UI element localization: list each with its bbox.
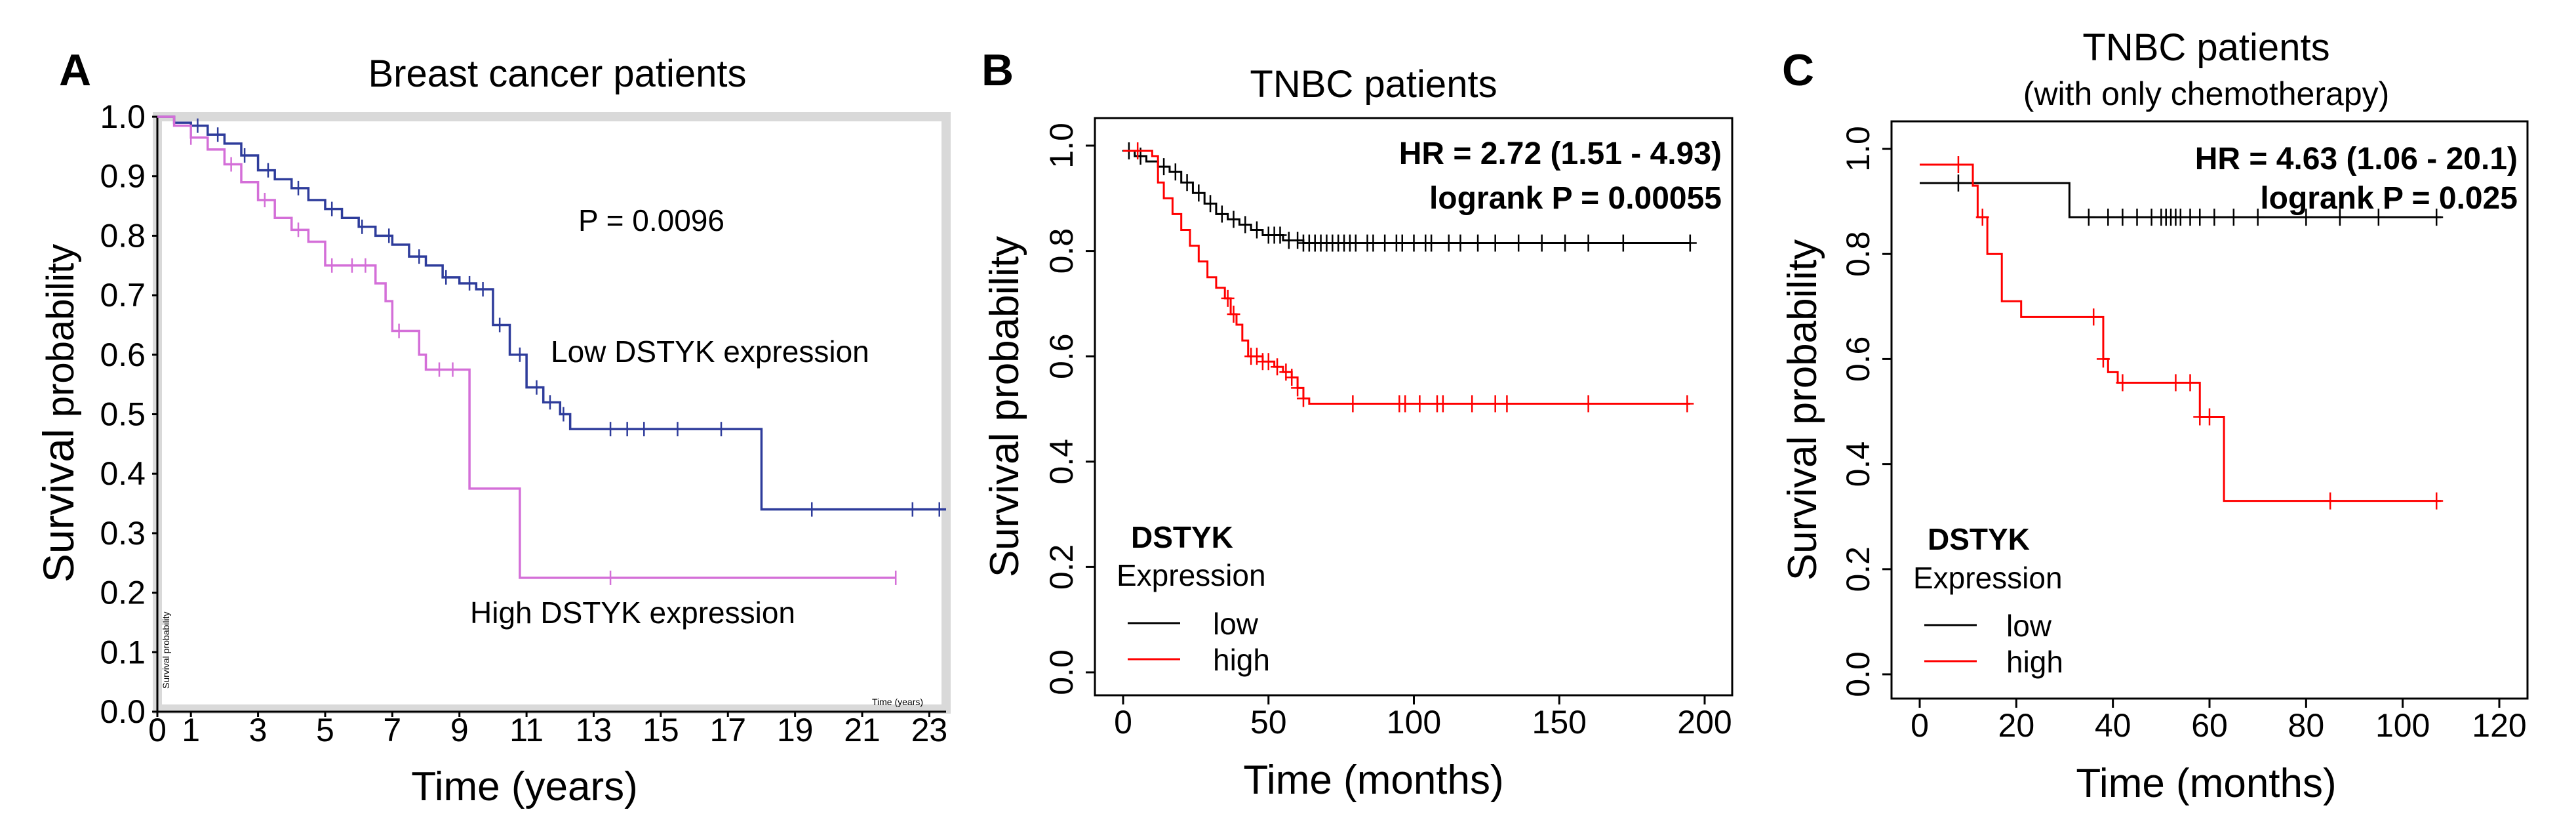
panel-a-y-label: Survival probability [34,244,83,582]
x-tick-label: 11 [509,712,544,748]
panel-c-legend: DSTYK Expression low high [1913,522,2063,679]
panel-a: A Breast cancer patients 0.0 0.1 0.2 0.3 0.4… [34,45,951,809]
panel-c-legend-subtitle: Expression [1913,561,2063,595]
panel-a-high-label: High DSTYK expression [470,596,795,630]
panel-c-subtitle: (with only chemotherapy) [2023,75,2390,112]
y-tick-label: 1.0 [1043,123,1080,169]
y-tick-label: 1.0 [1840,126,1876,172]
y-tick-label: 0.2 [100,575,146,611]
panel-c-hr: HR = 4.63 (1.06 - 20.1) [2195,142,2518,176]
panel-a-y-ticks: 0.0 0.1 0.2 0.3 0.4 0.5 0.6 0.7 0.8 0.9 1.0 [100,98,157,730]
y-tick-label: 0.4 [1840,441,1876,487]
x-tick-label: 0 [148,712,167,748]
x-tick-label: 20 [1998,707,2035,744]
panel-b-hr: HR = 2.72 (1.51 - 4.93) [1399,136,1722,171]
y-tick-label: 0.1 [100,634,146,670]
panel-c-legend-title: DSTYK [1928,522,2030,556]
x-tick-label: 100 [1387,704,1441,741]
panel-b-letter: B [981,45,1014,95]
panel-a-letter: A [59,45,91,95]
y-tick-label: 0.6 [1840,336,1876,382]
y-tick-label: 0.0 [100,693,146,730]
panel-a-inner-y-label: Survival probability [161,612,171,689]
panel-b-y-label: Survival probability [982,236,1027,577]
y-tick-label: 0.4 [1043,439,1080,485]
x-tick-label: 5 [316,712,334,748]
x-tick-label: 15 [643,712,679,748]
x-tick-label: 80 [2288,707,2325,744]
x-tick-label: 0 [1114,704,1132,741]
x-tick-label: 23 [911,712,948,748]
x-tick-label: 21 [844,712,881,748]
panel-a-x-label: Time (years) [411,764,638,809]
y-tick-label: 0.7 [100,277,146,314]
x-tick-label: 7 [383,712,401,748]
x-tick-label: 200 [1677,704,1732,741]
y-tick-label: 0.8 [1043,228,1080,274]
panel-b-x-label: Time (months) [1243,758,1503,803]
x-tick-label: 60 [2191,707,2228,744]
y-tick-label: 0.0 [1043,649,1080,695]
panel-c-title: TNBC patients [2082,26,2329,69]
panel-b-legend-low: low [1213,607,1259,641]
panel-a-inner-x-label: Time (years) [872,697,923,707]
panel-a-p-value: P = 0.0096 [578,203,724,237]
panel-a-curves [157,115,946,585]
panel-b-legend-high: high [1213,643,1270,677]
x-tick-label: 13 [576,712,612,748]
panel-b-curves [1122,142,1697,413]
x-tick-label: 3 [249,712,268,748]
x-tick-label: 40 [2095,707,2131,744]
panel-c-y-ticks: 0.0 0.2 0.4 0.6 0.8 1.0 [1840,126,1892,697]
y-tick-label: 0.2 [1043,544,1080,590]
panel-c: C TNBC patients (with only chemotherapy)… [1780,26,2529,806]
panel-c-logrank: logrank P = 0.025 [2260,181,2518,216]
x-tick-label: 120 [2472,707,2526,744]
y-tick-label: 0.4 [100,455,146,492]
x-tick-label: 150 [1532,704,1587,741]
y-tick-label: 0.9 [100,158,146,195]
panel-a-title: Breast cancer patients [368,52,746,95]
panel-c-legend-low: low [2006,609,2052,643]
panel-b-logrank: logrank P = 0.00055 [1429,181,1722,216]
panel-b-legend-title: DSTYK [1131,520,1233,554]
panel-a-low-label: Low DSTYK expression [551,335,869,369]
x-tick-label: 19 [777,712,814,748]
panel-b: B TNBC patients 0.0 0.2 0.4 0.6 0.8 1.0 0 50 10… [981,45,1734,803]
panel-b-y-ticks: 0.0 0.2 0.4 0.6 0.8 1.0 [1043,123,1095,695]
panel-b-legend: DSTYK Expression low high [1117,520,1270,677]
y-tick-label: 0.5 [100,396,146,433]
y-tick-label: 0.6 [1043,333,1080,379]
y-tick-label: 0.8 [100,217,146,254]
panel-c-letter: C [1782,45,1814,95]
x-tick-label: 9 [450,712,469,748]
x-tick-label: 1 [182,712,200,748]
panel-c-curves [1920,156,2444,510]
y-tick-label: 0.2 [1840,546,1876,592]
y-tick-label: 0.0 [1840,651,1876,697]
panel-c-x-ticks: 0 20 40 60 80 100 120 [1911,699,2527,744]
y-tick-label: 0.3 [100,515,146,552]
x-tick-label: 17 [709,712,746,748]
panel-b-title: TNBC patients [1250,63,1497,106]
panel-c-legend-high: high [2006,645,2063,679]
x-tick-label: 100 [2375,707,2430,744]
y-tick-label: 0.8 [1840,231,1876,277]
x-tick-label: 0 [1911,707,1929,744]
panel-c-x-label: Time (months) [2076,761,2336,806]
y-tick-label: 1.0 [100,98,146,135]
panel-b-x-ticks: 0 50 100 150 200 [1114,695,1732,741]
survival-curve-high-dstyk-expression [157,115,896,579]
panel-a-x-ticks: 0 1 3 5 7 9 11 13 15 17 19 21 23 [148,712,947,748]
y-tick-label: 0.6 [100,336,146,373]
panel-b-legend-subtitle: Expression [1117,558,1266,592]
panel-c-y-label: Survival probability [1780,239,1825,580]
survival-curve-low-dstyk-expression [157,115,946,511]
x-tick-label: 50 [1250,704,1287,741]
